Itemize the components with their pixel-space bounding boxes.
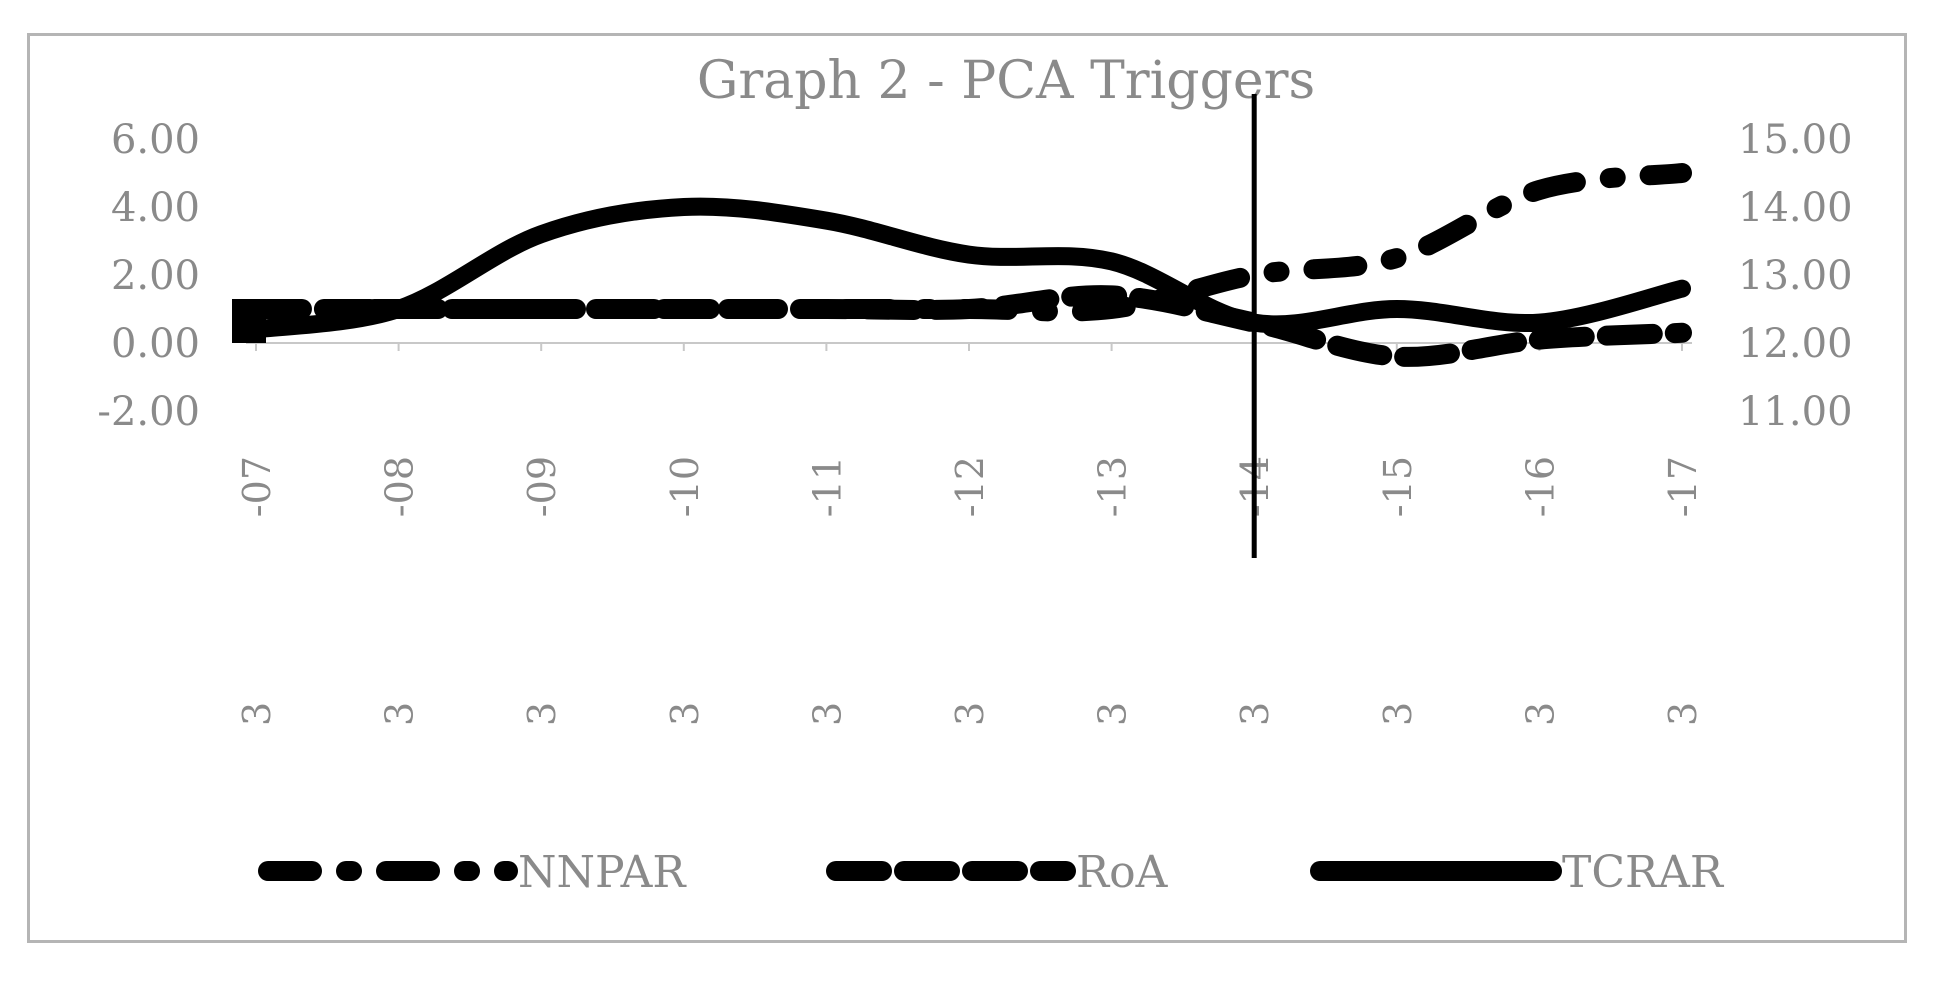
y-right-tick-label: 12.00 [1738, 321, 1853, 367]
x-tick-label-line2: 3 [235, 702, 279, 726]
legend-label-tcrar: TCRAR [1562, 847, 1725, 898]
x-tick-label-line2: 3 [1376, 702, 1420, 726]
x-tick-label: -17 [1661, 456, 1705, 517]
chart-frame: Graph 2 - PCA Triggers 6.00 4.00 2.00 0.00 -… [27, 33, 1907, 943]
x-tick-label-line2: 3 [520, 702, 564, 726]
series-line-tcrar [247, 197, 1691, 339]
x-tick-label-line2: 3 [948, 702, 992, 726]
x-tick-label: -07 [235, 456, 279, 517]
x-tick-label-line2: 3 [663, 702, 707, 726]
x-tick-label: -15 [1376, 456, 1420, 517]
x-tick-label: -11 [805, 456, 849, 517]
chart-title: Graph 2 - PCA Triggers [697, 51, 1315, 111]
y-right-tick-label: 11.00 [1738, 389, 1853, 435]
x-tick-label-line2: 3 [1518, 702, 1562, 726]
x-tick-label-line2: 3 [1091, 702, 1135, 726]
series-line-nnpar [246, 163, 1692, 322]
series-start-block [232, 299, 266, 343]
x-tick-label: -13 [1091, 456, 1135, 517]
y-left-tick-label: -2.00 [97, 389, 200, 435]
x-tick-label: -10 [663, 456, 707, 517]
chart-series [232, 94, 1692, 558]
x-tick-label-line2: 3 [1233, 702, 1277, 726]
y-left-tick-label: 4.00 [111, 185, 200, 231]
legend-label-roa: RoA [1076, 847, 1169, 898]
x-tick-label-line2: 3 [805, 702, 849, 726]
x-tick-label: -08 [378, 456, 422, 517]
x-tick-label-line2: 3 [1661, 702, 1705, 726]
x-tick-label-line2: 3 [378, 702, 422, 726]
chart-svg: Graph 2 - PCA Triggers 6.00 4.00 2.00 0.00 -… [97, 51, 1852, 898]
x-tick-label: -09 [520, 456, 564, 517]
x-tick-label: -12 [948, 456, 992, 517]
y-right-tick-label: 15.00 [1738, 117, 1853, 163]
y-right-tick-label: 13.00 [1738, 253, 1853, 299]
y-left-tick-label: 6.00 [111, 117, 200, 163]
legend-label-nnpar: NNPAR [518, 847, 687, 898]
x-tick-label: -16 [1518, 456, 1562, 517]
chart-axes: 6.00 4.00 2.00 0.00 -2.00 15.00 14.00 13.00 12.0… [97, 117, 1852, 726]
y-right-tick-label: 14.00 [1738, 185, 1853, 231]
y-left-tick-label: 0.00 [111, 321, 200, 367]
chart-legend: NNPAR RoA TCRAR [258, 847, 1725, 898]
y-left-tick-label: 2.00 [111, 253, 200, 299]
series-line-roa [246, 285, 1692, 367]
